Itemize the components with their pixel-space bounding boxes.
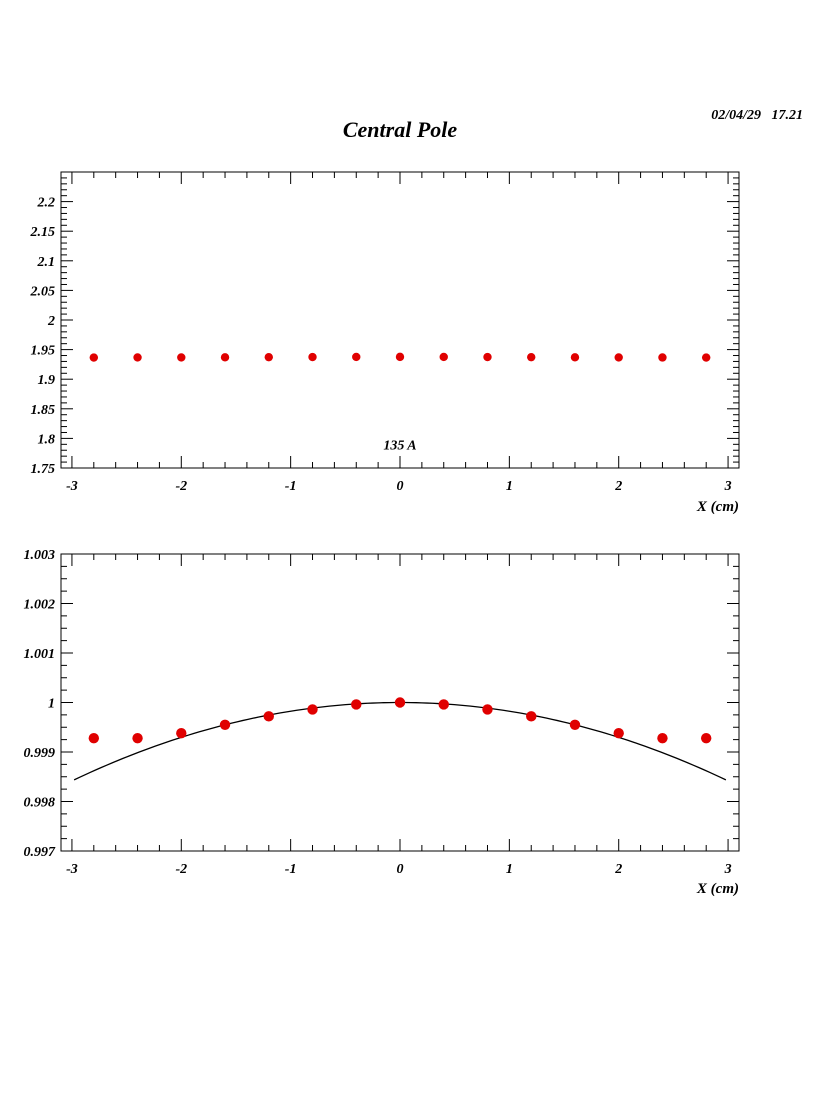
- data-point: [483, 352, 492, 362]
- upper-scatter-plot: -3 -2 -1 0 1 2 3 1.75 1.8 1.85 1.9 1.95 2 2.05 2.1 2.15…: [30, 171, 740, 515]
- data-point: [219, 719, 231, 730]
- x-axis-label: X (cm): [696, 499, 739, 515]
- data-point: [657, 732, 668, 744]
- x-axis-label: X (cm): [696, 881, 739, 897]
- data-point: [220, 353, 230, 362]
- y-tick-label: 2: [47, 314, 55, 329]
- y-tick-label: 0.999: [24, 746, 56, 761]
- x-tick-label: 0: [397, 862, 404, 877]
- data-point: [263, 711, 274, 722]
- data-point: [177, 353, 186, 362]
- y-tick-label: 0.998: [24, 796, 56, 811]
- data-point: [439, 352, 448, 362]
- x-tick-label: 3: [724, 479, 732, 494]
- x-tick-label: 2: [614, 479, 622, 494]
- x-tick-label: 2: [614, 862, 622, 877]
- data-point: [308, 352, 317, 362]
- x-tick-label: -3: [66, 862, 78, 877]
- data-point: [132, 732, 143, 744]
- x-tick-label: 1: [506, 862, 513, 877]
- data-point: [307, 704, 318, 715]
- y-tick-label: 1.001: [24, 647, 56, 662]
- x-tick-label: 1: [506, 479, 513, 494]
- data-point: [569, 719, 581, 730]
- x-tick-label: -2: [175, 479, 187, 494]
- y-tick-label: 1: [48, 697, 55, 712]
- data-point: [394, 697, 406, 708]
- data-point: [701, 353, 711, 362]
- x-tick-label: -3: [66, 479, 78, 494]
- data-point: [527, 352, 536, 362]
- data-point: [700, 732, 712, 744]
- data-point: [570, 353, 580, 362]
- plot-frame: [60, 171, 740, 469]
- x-tick-label: 0: [397, 479, 404, 494]
- data-point: [89, 353, 99, 362]
- fit-curve: [73, 701, 727, 781]
- data-point: [438, 699, 449, 710]
- y-tick-label: 1.003: [24, 548, 56, 563]
- current-annotation: 135 A: [383, 438, 416, 453]
- y-tick-label: 1.9: [38, 373, 56, 388]
- y-tick-label: 2.05: [30, 284, 56, 299]
- data-point: [88, 732, 100, 744]
- y-tick-label: 2.2: [37, 196, 56, 211]
- data-point: [351, 699, 362, 710]
- data-point: [176, 727, 187, 739]
- x-tick-label: -1: [285, 862, 297, 877]
- y-tick-label: 1.75: [31, 462, 56, 477]
- x-tick-label: -1: [285, 479, 297, 494]
- y-tick-label: 1.85: [31, 403, 56, 418]
- x-tick-label: -2: [175, 862, 187, 877]
- timestamp: 02/04/29 17.21: [711, 108, 803, 123]
- data-point: [133, 353, 142, 362]
- y-tick-label: 1.002: [24, 598, 56, 613]
- data-point: [614, 353, 623, 362]
- data-point: [482, 704, 493, 715]
- y-tick-label: 1.95: [31, 344, 56, 359]
- y-tick-label: 2.1: [37, 255, 56, 270]
- y-tick-label: 2.15: [30, 225, 56, 240]
- data-point: [352, 352, 361, 362]
- data-point: [395, 352, 405, 362]
- chart-title: Central Pole: [343, 117, 458, 142]
- y-tick-label: 0.997: [24, 845, 57, 860]
- data-point: [613, 727, 624, 739]
- x-tick-label: 3: [724, 862, 732, 877]
- data-point: [658, 353, 667, 362]
- lower-scatter-plot-with-fit: -3 -2 -1 0 1 2 3 0.997 0.998 0.999 1 1.001 1.002 1.00…: [24, 548, 740, 897]
- y-tick-label: 1.8: [38, 432, 56, 447]
- data-point: [264, 352, 273, 362]
- data-point: [526, 711, 537, 722]
